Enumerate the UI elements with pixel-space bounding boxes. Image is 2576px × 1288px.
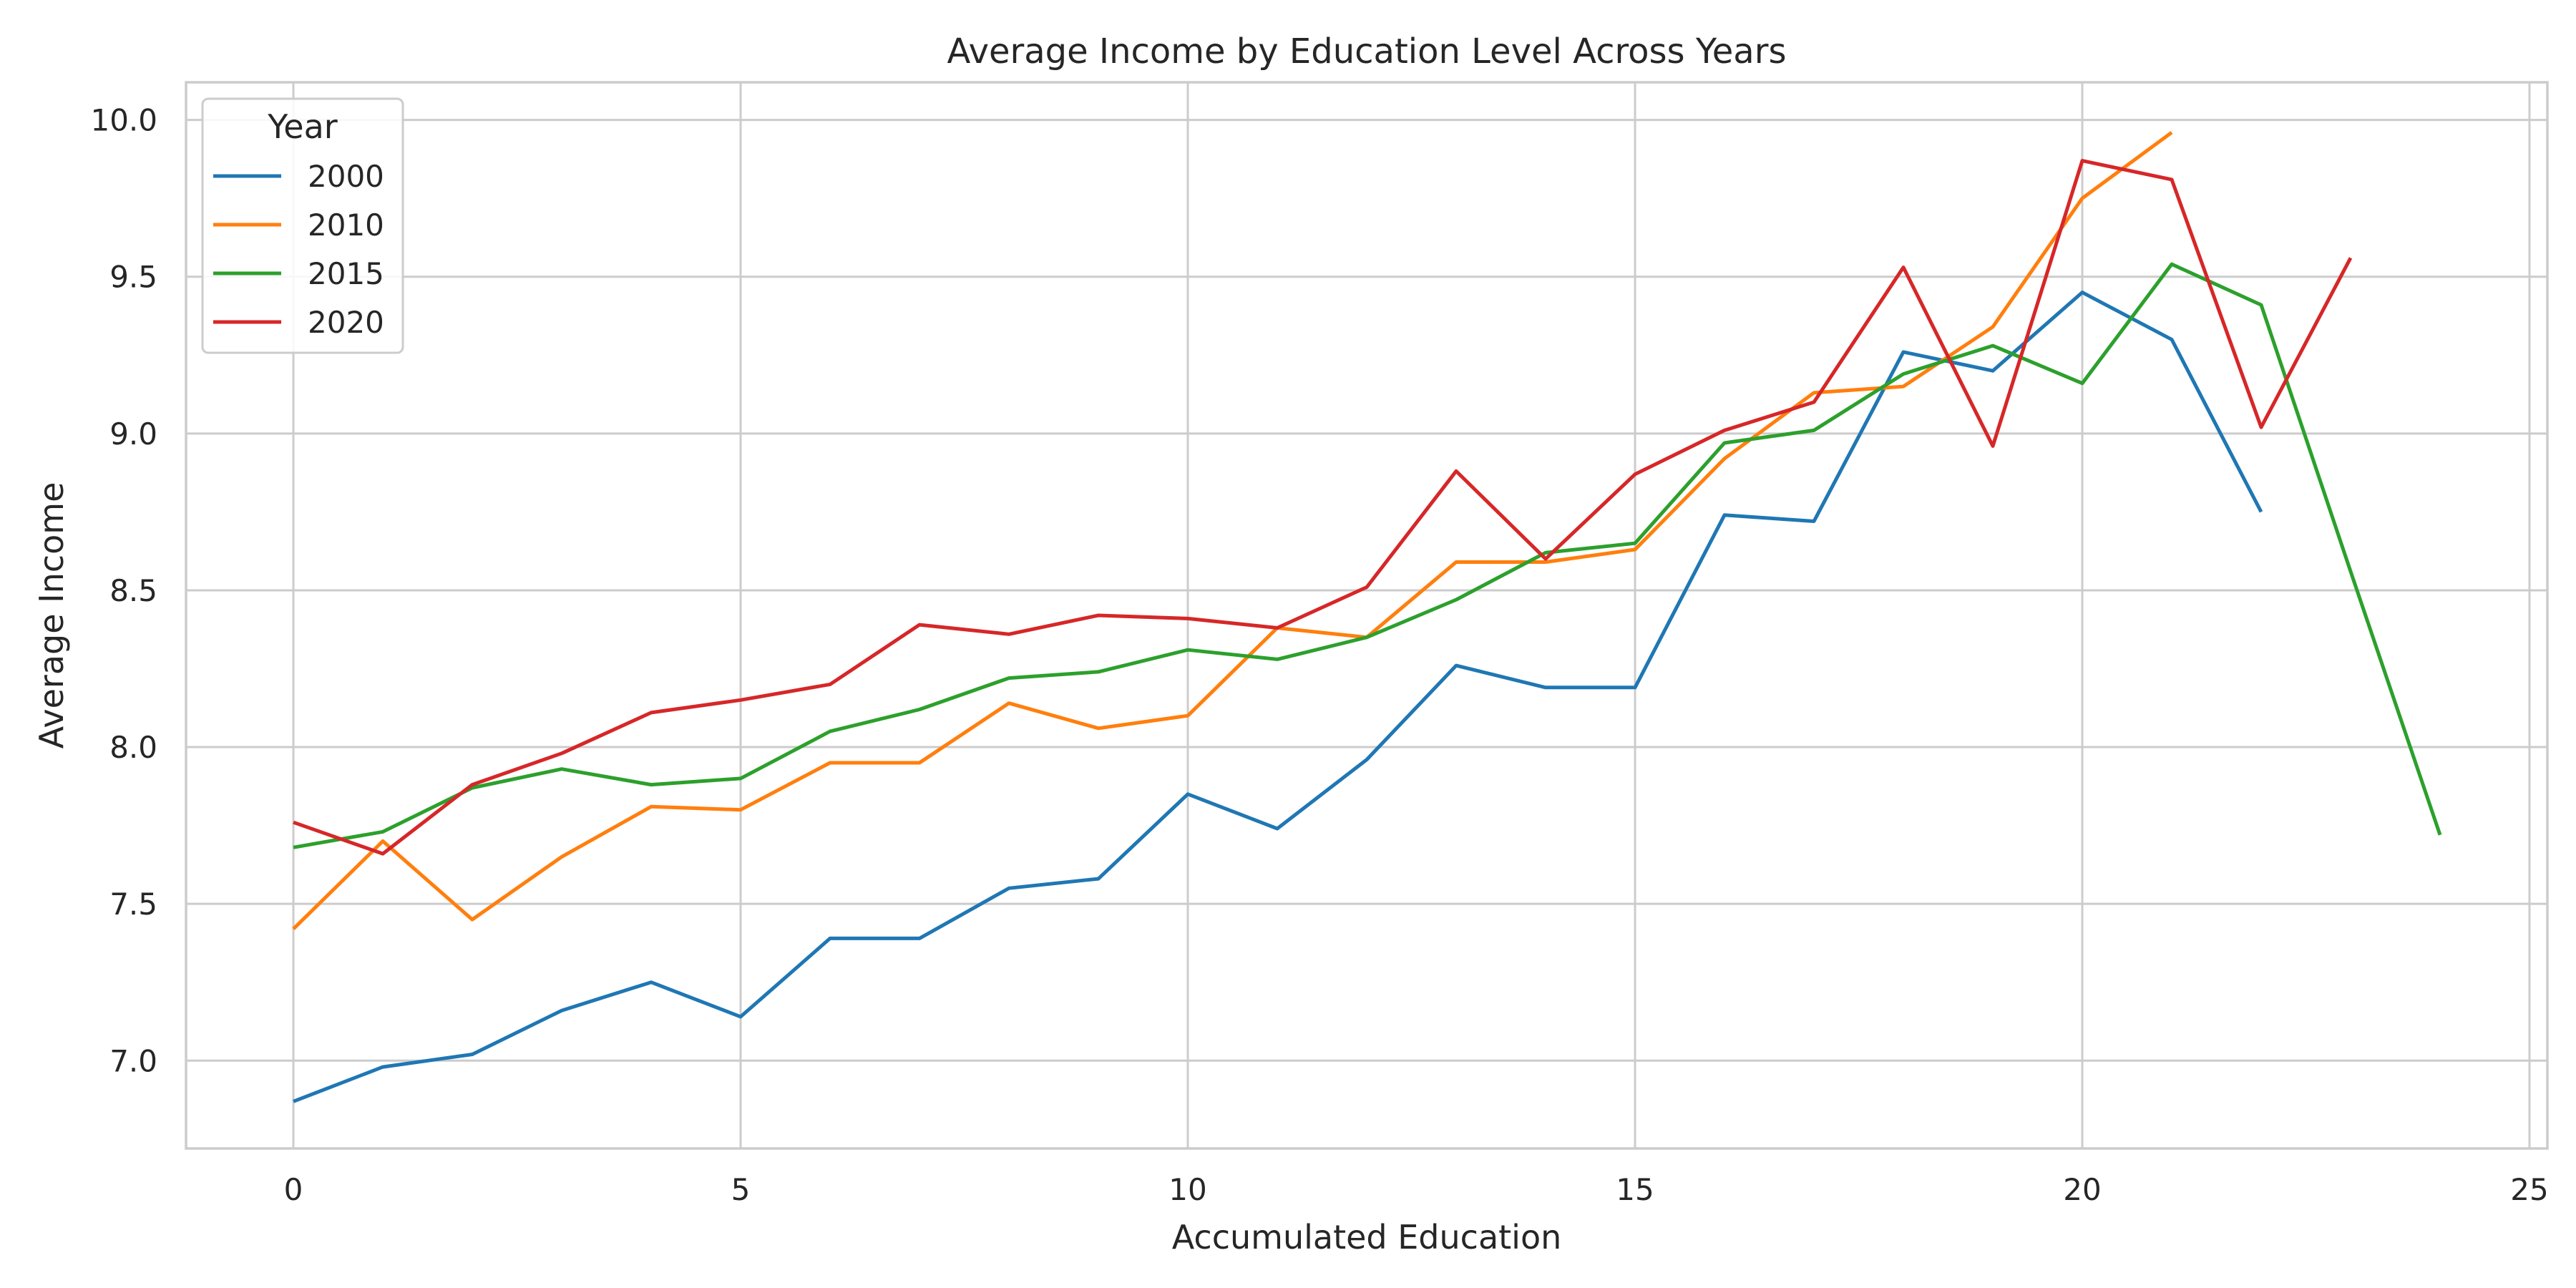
x-tick-label: 15 — [1616, 1172, 1654, 1207]
x-tick-labels: 0 5 10 15 20 25 — [284, 1172, 2549, 1207]
legend-label-2010: 2010 — [308, 208, 384, 243]
legend-label-2020: 2020 — [308, 305, 384, 340]
series-line-2000 — [293, 291, 2263, 1103]
legend: Year 2000 2010 2015 2020 — [201, 97, 404, 354]
legend-label-2015: 2015 — [308, 256, 384, 291]
x-axis-label: Accumulated Education — [1172, 1218, 1562, 1257]
y-tick-label: 9.5 — [109, 260, 157, 295]
legend-items: 2000 2010 2015 2020 — [213, 159, 384, 340]
y-tick-label: 7.0 — [109, 1043, 157, 1078]
x-tick-label: 5 — [731, 1172, 751, 1207]
chart-title: Average Income by Education Level Across… — [947, 31, 1787, 72]
grid — [186, 82, 2547, 1148]
legend-title: Year — [267, 107, 337, 146]
y-tick-label: 8.0 — [109, 730, 157, 765]
y-axis-label: Average Income — [32, 482, 71, 749]
y-tick-label: 8.5 — [109, 573, 157, 608]
x-tick-label: 20 — [2063, 1172, 2101, 1207]
series-line-2020 — [293, 159, 2353, 856]
series-lines — [292, 131, 2442, 1103]
legend-label-2000: 2000 — [308, 159, 384, 194]
legend-box — [201, 97, 404, 354]
x-tick-label: 10 — [1169, 1172, 1206, 1207]
y-tick-label: 9.0 — [109, 416, 157, 452]
y-tick-labels: 7.0 7.5 8.0 8.5 9.0 9.5 10.0 — [90, 103, 157, 1079]
series-line-2015 — [293, 262, 2442, 849]
series-line-2010 — [292, 131, 2173, 930]
y-tick-label: 10.0 — [90, 103, 157, 138]
x-tick-label: 25 — [2510, 1172, 2548, 1207]
plot-area-frame — [185, 81, 2549, 1150]
y-tick-label: 7.5 — [109, 887, 157, 922]
x-tick-label: 0 — [284, 1172, 303, 1207]
